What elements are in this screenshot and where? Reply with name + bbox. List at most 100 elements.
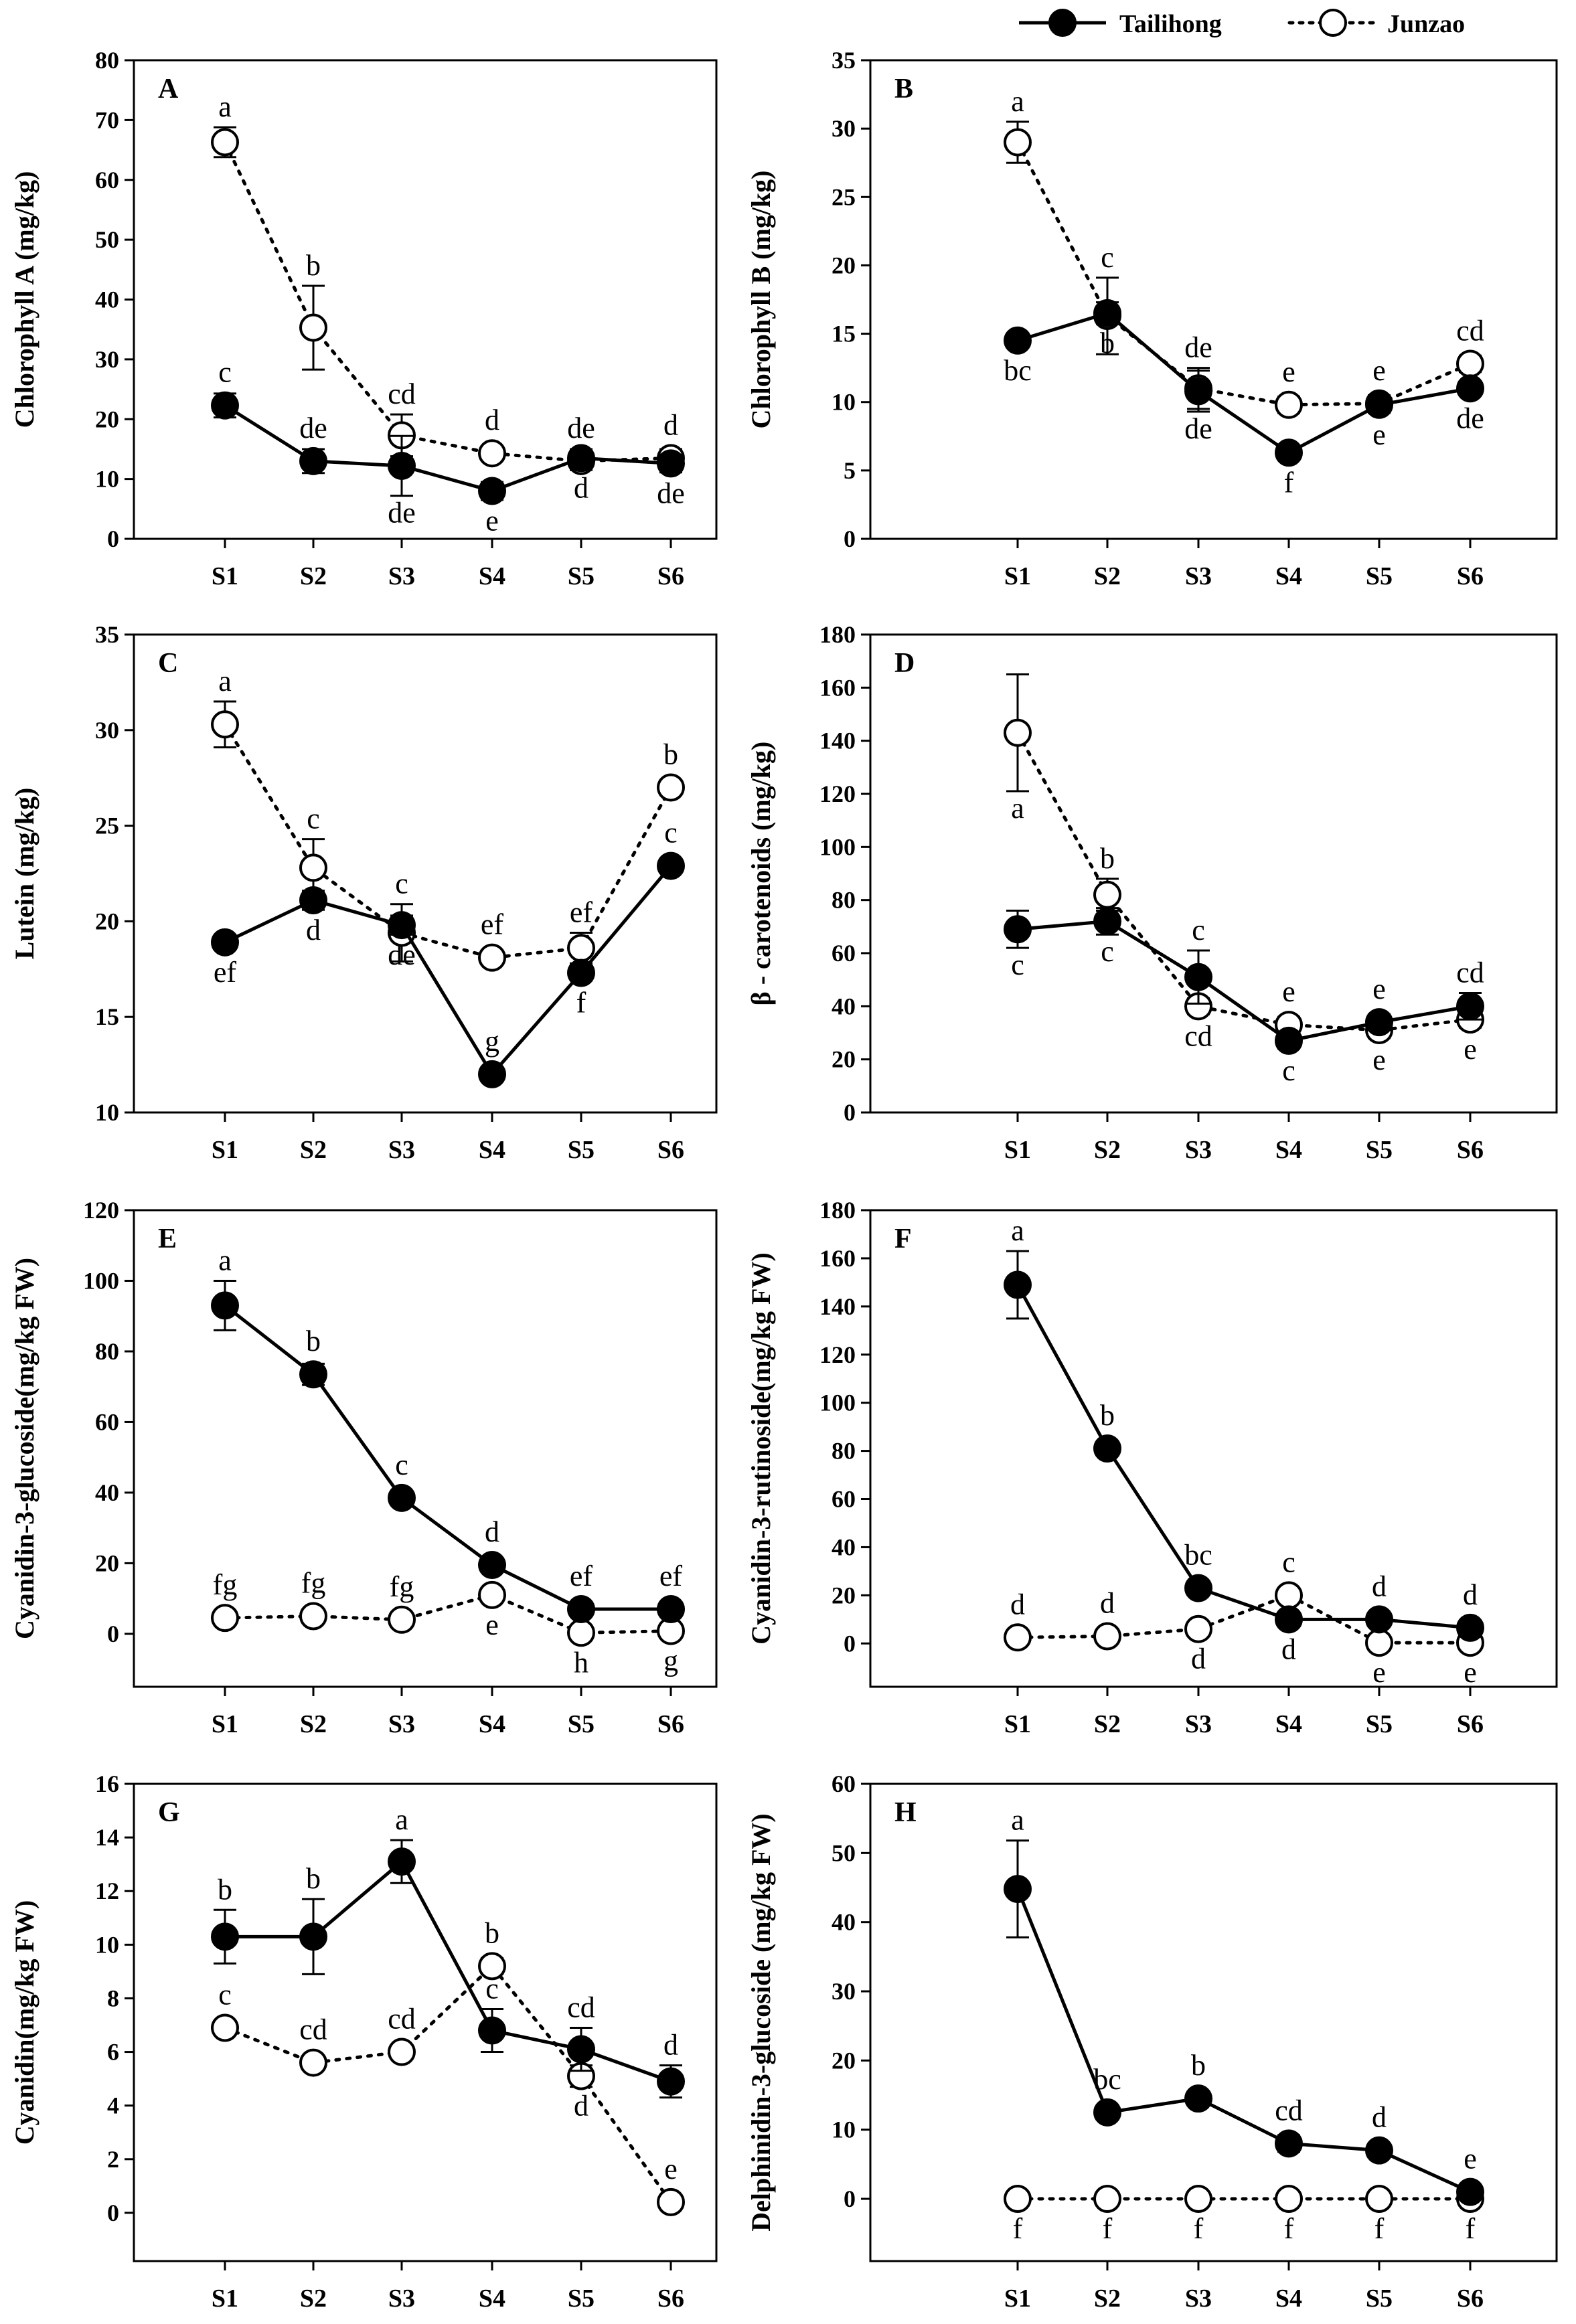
panel-a-tailihong-sig-label: de (388, 497, 416, 529)
panel-f-tailihong-sig-label: d (1463, 1578, 1478, 1611)
panel-e-junzao-sig-label: h (574, 1646, 588, 1679)
panel-h-ytick-label: 50 (832, 1839, 856, 1866)
panel-c-tailihong-sig-label: d (306, 914, 321, 946)
panel-f-xtick-label: S4 (1275, 1710, 1302, 1738)
panel-f-xtick-label: S2 (1094, 1710, 1121, 1738)
panel-b-ytick-label: 20 (832, 252, 856, 278)
panel-c-junzao-point (299, 853, 327, 882)
panel-f-junzao-sig-label: e (1372, 1656, 1386, 1689)
panel-f-junzao-point (1093, 1622, 1121, 1651)
panel-a-ytick-label: 60 (95, 167, 119, 193)
panel-e-tailihong-point (567, 1594, 595, 1623)
panel-c-tailihong-sig-label: c (664, 817, 678, 849)
panel-a-tailihong-point (478, 477, 506, 505)
panel-b-xtick-label: S1 (1004, 562, 1031, 590)
panel-e-junzao-line (223, 1593, 673, 1635)
panel-b-tailihong-point (1184, 377, 1212, 406)
panel-h-tailihong-line (1016, 1888, 1472, 2193)
panel-b-ytick-label: 0 (844, 525, 856, 552)
panel-a-letter: A (158, 74, 179, 104)
panel-f-junzao-point (1184, 1614, 1212, 1643)
panel-h-xtick-label: S4 (1275, 2285, 1302, 2313)
panel-a-ytick-label: 50 (95, 226, 119, 253)
panel-h-frame (869, 1782, 1558, 2262)
panel-a-ytick-label: 70 (95, 106, 119, 133)
panel-f-junzao-sig-label: d (1100, 1586, 1115, 1619)
panel-d-junzao-point (1093, 880, 1121, 909)
panel-g-tailihong-line (225, 1859, 672, 2083)
panel-d-ytick-label: 20 (832, 1046, 856, 1073)
panel-h-junzao-point (1004, 2185, 1032, 2213)
panel-a-xtick-label: S2 (300, 562, 327, 590)
panel-h-junzao-sig-label: f (1374, 2212, 1385, 2245)
panel-c-xtick-label: S3 (388, 1136, 415, 1164)
panel-h-xtick-label: S5 (1366, 2285, 1393, 2313)
panel-c-junzao-sig-label: c (307, 803, 320, 835)
panel-b-ytick-label: 10 (832, 389, 856, 416)
panel-g-xtick-label: S2 (300, 2285, 327, 2313)
panel-f-tailihong-sig-label: a (1011, 1214, 1024, 1247)
panel-c-junzao-line (223, 722, 673, 960)
panel-e-tailihong-sig-label: ef (570, 1560, 593, 1592)
panel-d-ytick-label: 180 (819, 621, 856, 648)
panel-h-junzao-sig-label: f (1103, 2212, 1113, 2245)
panel-e-tailihong-sig-label: d (485, 1515, 499, 1548)
panel-c-junzao-point (657, 773, 685, 802)
panel-a-tailihong-point (567, 444, 595, 473)
panel-c-tailihong-point (388, 911, 416, 940)
panel-c-tailihong-point (211, 928, 239, 957)
panel-f-junzao-line (1016, 1593, 1472, 1645)
panel-e-junzao-point (299, 1602, 327, 1631)
panel-e-ytick-label: 40 (95, 1479, 119, 1506)
panel-h-junzao-sig-label: f (1284, 2212, 1294, 2245)
panel-f-ytick-label: 0 (844, 1630, 856, 1657)
panel-b-xtick-label: S4 (1275, 562, 1302, 590)
panel-b-tailihong-point (1093, 299, 1121, 327)
panel-a-tailihong-point (211, 391, 239, 420)
panel-d-tailihong-line (1017, 919, 1471, 1043)
panel-h-letter: H (894, 1797, 917, 1828)
panel-f-tailihong-point (1456, 1613, 1484, 1642)
panel-e-ylabel: Cyanidin-3-glucoside(mg/kg FW) (9, 1258, 40, 1639)
panel-g-xtick-label: S4 (479, 2285, 505, 2313)
panel-a-ytick-label: 80 (95, 47, 119, 74)
panel-e-ytick-label: 20 (95, 1550, 119, 1576)
panel-b-junzao-sig-label: e (1282, 355, 1295, 388)
panel-g-ytick-label: 6 (107, 2039, 119, 2066)
panel-g-junzao-point (657, 2187, 685, 2216)
panel-e-tailihong-point (299, 1360, 327, 1389)
panel-f-junzao-point (1275, 1581, 1303, 1610)
panel-d-tailihong-sig-label: c (1011, 948, 1024, 981)
panel-f-tailihong-sig-label: d (1281, 1633, 1296, 1665)
panel-g-tailihong-sig-label: cd (567, 1991, 595, 2024)
panel-h-tailihong-sig-label: b (1191, 2049, 1206, 2082)
panel-d-tailihong-point (1093, 907, 1121, 936)
panel-d-tailihong-point (1004, 915, 1032, 944)
panel-f-tailihong-point (1093, 1434, 1121, 1463)
panel-g-junzao-sig-label: c (218, 1979, 232, 2011)
panel-d-tailihong-sig-label: c (1192, 914, 1205, 946)
panel-g-ytick-label: 8 (107, 1985, 119, 2011)
panel-c-tailihong-line (224, 864, 672, 1078)
panel-g-ytick-label: 10 (95, 1931, 119, 1958)
panel-f-tailihong-sig-label: bc (1184, 1539, 1212, 1572)
panel-g-ylabel: Cyanidin(mg/kg FW) (9, 1900, 40, 2145)
panel-d-ytick-label: 100 (819, 833, 856, 860)
panel-a-tailihong-line (224, 404, 672, 493)
panel-a-junzao-point (478, 439, 506, 468)
panel-d-junzao-sig-label: e (1372, 1044, 1386, 1076)
panel-c-tailihong-point (567, 959, 595, 987)
panel-e-xtick-label: S6 (657, 1710, 684, 1738)
panel-g-tailihong-sig-label: a (395, 1803, 408, 1836)
panel-b-frame (869, 59, 1558, 540)
panel-g-xtick-label: S1 (212, 2285, 238, 2313)
panel-f-junzao-point (1365, 1629, 1393, 1657)
panel-a-tailihong-point (388, 451, 416, 480)
panel-d-ytick-label: 80 (832, 887, 856, 914)
panel-e-junzao-point (567, 1618, 595, 1647)
panel-g-tailihong-sig-label: b (218, 1873, 232, 1906)
panel-h-ytick-label: 40 (832, 1909, 856, 1936)
panel-e-tailihong-point (478, 1551, 506, 1580)
panel-g-letter: G (158, 1797, 180, 1828)
panel-d-tailihong-sig-label: c (1282, 1054, 1295, 1087)
